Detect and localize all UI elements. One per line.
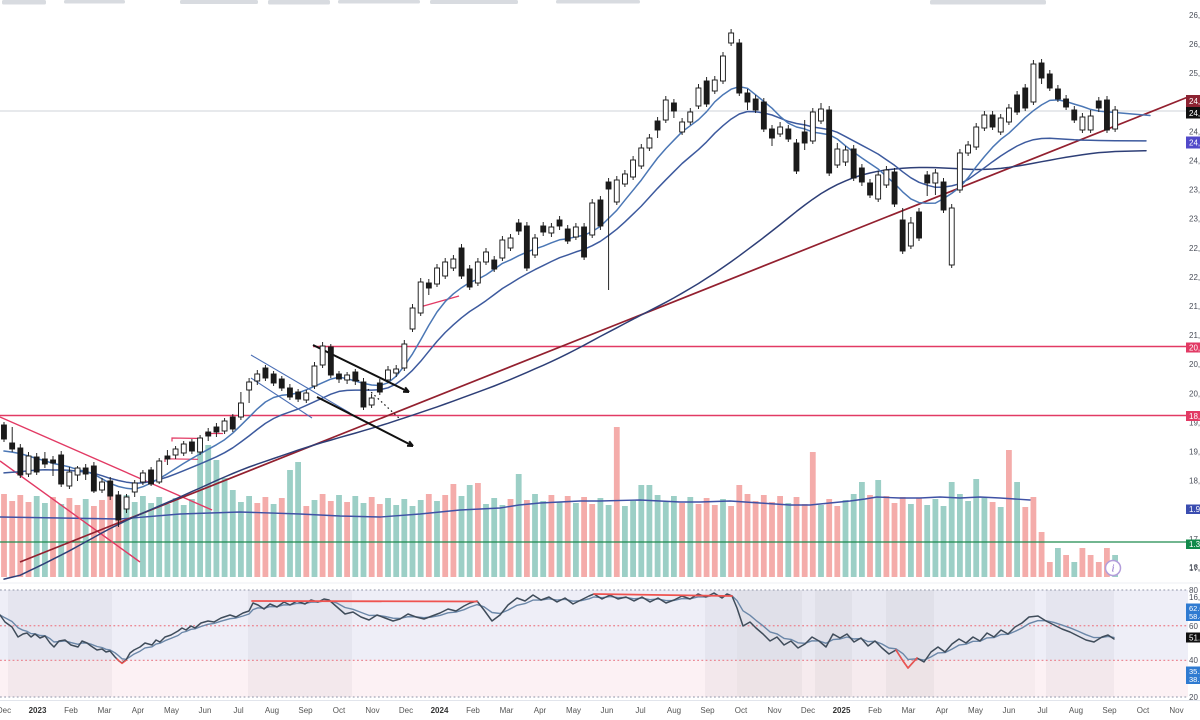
svg-text:Jul: Jul: [1037, 706, 1047, 715]
svg-text:25,600: 25,600: [1189, 69, 1200, 78]
svg-text:Dec: Dec: [801, 706, 815, 715]
svg-text:Nov: Nov: [767, 706, 781, 715]
svg-text:18,600: 18,600: [1189, 477, 1200, 486]
svg-text:Aug: Aug: [667, 706, 681, 715]
svg-text:24,96: 24,96: [1189, 97, 1200, 106]
svg-text:24,100: 24,100: [1189, 157, 1200, 166]
svg-text:21,100: 21,100: [1189, 331, 1200, 340]
svg-text:20,600: 20,600: [1189, 360, 1200, 369]
svg-text:1.35M: 1.35M: [1189, 540, 1200, 549]
svg-text:Feb: Feb: [64, 706, 78, 715]
svg-text:Apr: Apr: [936, 706, 949, 715]
svg-text:i: i: [1112, 564, 1115, 575]
svg-text:21,600: 21,600: [1189, 302, 1200, 311]
svg-text:Apr: Apr: [534, 706, 547, 715]
svg-text:19,100: 19,100: [1189, 448, 1200, 457]
svg-text:2025: 2025: [833, 706, 851, 715]
svg-text:62.6: 62.6: [1189, 604, 1200, 613]
svg-text:Oct: Oct: [735, 706, 748, 715]
svg-text:Oct: Oct: [1137, 706, 1150, 715]
svg-text:20,100: 20,100: [1189, 389, 1200, 398]
svg-text:Dec: Dec: [399, 706, 413, 715]
svg-text:1.91M: 1.91M: [1189, 505, 1200, 514]
svg-text:58.4: 58.4: [1189, 612, 1200, 621]
svg-text:24,74: 24,74: [1189, 109, 1200, 118]
svg-text:Jul: Jul: [233, 706, 243, 715]
svg-text:Feb: Feb: [466, 706, 480, 715]
svg-text:20: 20: [1189, 693, 1198, 702]
svg-text:17,600: 17,600: [1189, 535, 1200, 544]
svg-text:Oct: Oct: [333, 706, 346, 715]
svg-text:Feb: Feb: [868, 706, 882, 715]
svg-text:23,600: 23,600: [1189, 186, 1200, 195]
svg-text:16,5: 16,5: [1189, 563, 1200, 572]
svg-text:26,100: 26,100: [1189, 40, 1200, 49]
svg-text:16,600: 16,600: [1189, 593, 1200, 602]
svg-text:Mar: Mar: [902, 706, 916, 715]
svg-text:Dec: Dec: [0, 706, 11, 715]
svg-text:Sep: Sep: [700, 706, 715, 715]
svg-text:May: May: [968, 706, 983, 715]
svg-text:38.7: 38.7: [1189, 675, 1200, 684]
svg-text:40: 40: [1189, 656, 1198, 665]
svg-text:51.37: 51.37: [1189, 634, 1200, 643]
svg-text:60: 60: [1189, 622, 1198, 631]
svg-text:Mar: Mar: [98, 706, 112, 715]
svg-text:24,41: 24,41: [1189, 139, 1200, 148]
svg-text:Mar: Mar: [500, 706, 514, 715]
svg-text:Jun: Jun: [1003, 706, 1016, 715]
svg-text:Nov: Nov: [365, 706, 379, 715]
svg-text:Sep: Sep: [298, 706, 313, 715]
svg-text:19,600: 19,600: [1189, 418, 1200, 427]
svg-text:22,600: 22,600: [1189, 244, 1200, 253]
svg-text:Aug: Aug: [1069, 706, 1083, 715]
svg-text:24,600: 24,600: [1189, 127, 1200, 136]
svg-text:May: May: [566, 706, 581, 715]
svg-text:Sep: Sep: [1102, 706, 1117, 715]
svg-text:35.2: 35.2: [1189, 667, 1200, 676]
svg-text:Jun: Jun: [601, 706, 614, 715]
svg-text:18,83: 18,83: [1189, 412, 1200, 421]
svg-text:Aug: Aug: [265, 706, 279, 715]
svg-text:Jun: Jun: [199, 706, 212, 715]
svg-text:23,100: 23,100: [1189, 215, 1200, 224]
svg-text:2023: 2023: [29, 706, 47, 715]
svg-text:26,600: 26,600: [1189, 11, 1200, 20]
svg-text:Jul: Jul: [635, 706, 645, 715]
svg-text:Apr: Apr: [132, 706, 145, 715]
svg-text:20,04: 20,04: [1189, 344, 1200, 353]
svg-text:May: May: [164, 706, 179, 715]
svg-text:Nov: Nov: [1169, 706, 1183, 715]
svg-text:17,100: 17,100: [1189, 564, 1200, 573]
svg-text:2024: 2024: [431, 706, 449, 715]
svg-text:80: 80: [1189, 586, 1198, 595]
svg-text:22,100: 22,100: [1189, 273, 1200, 282]
